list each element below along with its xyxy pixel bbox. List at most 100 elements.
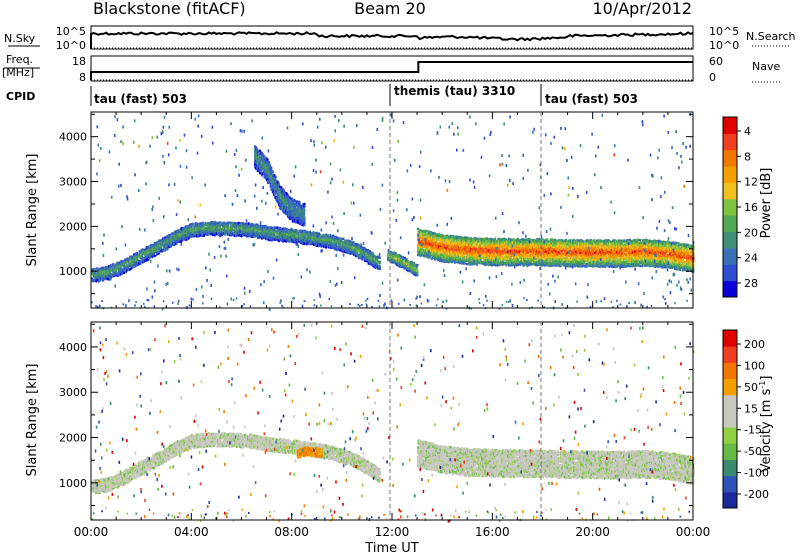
range-cell bbox=[514, 245, 517, 248]
range-cell bbox=[430, 236, 433, 239]
range-cell bbox=[454, 241, 457, 245]
range-cell bbox=[362, 248, 365, 251]
range-cell bbox=[417, 241, 420, 244]
range-cell bbox=[192, 224, 195, 227]
range-cell bbox=[490, 239, 493, 243]
range-cell bbox=[558, 239, 561, 242]
range-cell bbox=[263, 229, 266, 233]
range-cell bbox=[225, 227, 228, 230]
range-cell bbox=[459, 246, 462, 249]
range-cell bbox=[422, 235, 425, 239]
range-cell bbox=[410, 260, 413, 264]
range-cell bbox=[408, 261, 411, 264]
range-cell bbox=[484, 263, 487, 266]
range-cell bbox=[260, 237, 263, 240]
range-cell bbox=[428, 241, 431, 244]
range-cell bbox=[250, 231, 253, 234]
range-cell bbox=[376, 257, 379, 260]
range-cell bbox=[358, 253, 361, 257]
range-cell bbox=[226, 231, 229, 234]
range-cell bbox=[482, 243, 485, 247]
range-cell bbox=[535, 250, 537, 254]
range-cell bbox=[266, 228, 268, 231]
range-cell bbox=[427, 250, 430, 253]
range-cell bbox=[264, 234, 267, 237]
range-cell bbox=[99, 279, 102, 282]
range-cell bbox=[432, 239, 435, 243]
range-cell bbox=[276, 226, 279, 229]
range-cell bbox=[442, 246, 445, 249]
range-cell bbox=[480, 239, 483, 242]
range-cell bbox=[197, 233, 199, 237]
range-cell bbox=[91, 268, 93, 271]
range-cell bbox=[168, 233, 171, 237]
range-cell bbox=[397, 264, 400, 268]
range-cell bbox=[326, 244, 329, 247]
range-cell bbox=[367, 249, 370, 252]
range-cell bbox=[417, 227, 420, 230]
range-cell bbox=[308, 242, 311, 246]
range-cell bbox=[225, 231, 228, 235]
range-cell bbox=[501, 249, 504, 253]
range-cell bbox=[526, 256, 529, 260]
range-cell bbox=[131, 255, 134, 258]
range-cell bbox=[148, 245, 151, 248]
range-cell bbox=[119, 264, 122, 268]
range-cell bbox=[351, 252, 354, 255]
range-cell bbox=[416, 263, 419, 267]
range-cell bbox=[296, 230, 299, 233]
range-cell bbox=[424, 242, 426, 245]
range-cell bbox=[438, 252, 441, 256]
range-cell bbox=[153, 252, 156, 255]
range-cell bbox=[185, 234, 188, 237]
range-cell bbox=[172, 234, 175, 238]
range-cell bbox=[434, 239, 436, 243]
range-cell bbox=[437, 254, 440, 257]
range-cell bbox=[275, 238, 278, 241]
range-cell bbox=[242, 233, 245, 236]
range-cell bbox=[435, 237, 438, 241]
range-cell bbox=[494, 244, 497, 247]
range-cell bbox=[255, 223, 258, 226]
range-cell bbox=[181, 239, 184, 242]
range-cell bbox=[289, 240, 292, 243]
range-cell bbox=[102, 279, 105, 282]
range-cell bbox=[543, 257, 546, 261]
range-cell bbox=[218, 231, 221, 234]
range-cell bbox=[558, 249, 561, 252]
range-cell bbox=[455, 237, 458, 240]
range-cell bbox=[139, 262, 142, 265]
range-cell bbox=[466, 236, 469, 239]
range-cell bbox=[427, 245, 430, 248]
range-cell bbox=[153, 254, 156, 258]
range-cell bbox=[201, 223, 204, 226]
range-cell bbox=[175, 232, 177, 235]
range-cell bbox=[531, 251, 534, 255]
range-cell bbox=[524, 243, 527, 246]
range-cell bbox=[417, 232, 420, 235]
range-cell bbox=[421, 230, 424, 233]
freq-tick-bottom: 8 bbox=[79, 71, 86, 84]
range-cell bbox=[510, 257, 513, 260]
range-cell bbox=[419, 230, 422, 234]
range-cell bbox=[518, 261, 520, 264]
range-cell bbox=[328, 246, 330, 249]
range-cell bbox=[432, 238, 435, 241]
range-cell bbox=[508, 241, 510, 245]
range-cell bbox=[294, 237, 297, 240]
range-cell bbox=[513, 247, 516, 250]
range-cell bbox=[394, 257, 397, 260]
range-cell bbox=[530, 249, 533, 253]
range-cell bbox=[476, 253, 479, 256]
range-cell bbox=[484, 243, 487, 246]
range-cell bbox=[461, 251, 464, 254]
range-cell bbox=[561, 239, 564, 243]
range-cell bbox=[568, 239, 571, 242]
range-cell bbox=[301, 239, 304, 242]
range-cell bbox=[296, 241, 299, 244]
range-cell bbox=[289, 232, 292, 236]
range-cell bbox=[215, 227, 218, 230]
range-cell bbox=[536, 243, 539, 246]
range-cell bbox=[461, 262, 463, 265]
range-cell bbox=[511, 240, 514, 243]
